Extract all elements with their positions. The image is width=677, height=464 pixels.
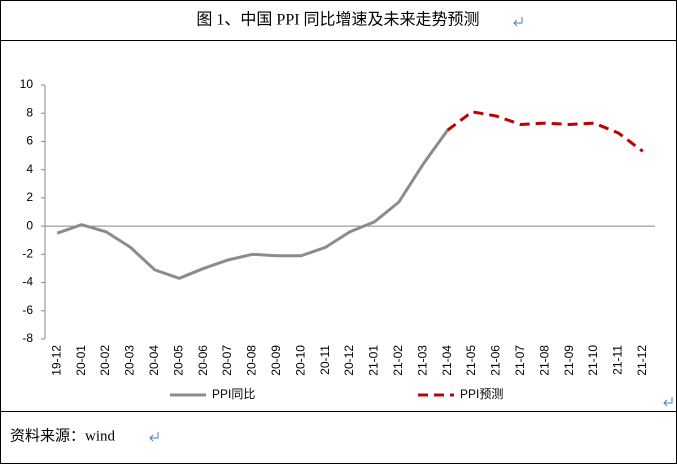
source: 资料来源：wind bbox=[10, 427, 116, 444]
y-tick-label: -2 bbox=[22, 247, 33, 261]
x-tick-label: 21-07 bbox=[513, 345, 527, 376]
return-mark bbox=[149, 432, 159, 442]
x-tick-label: 21-08 bbox=[537, 345, 551, 376]
x-tick-label: 20-10 bbox=[293, 345, 307, 376]
x-tick-label: 20-04 bbox=[147, 345, 161, 376]
x-tick-label: 20-02 bbox=[98, 345, 112, 376]
x-tick-label: 20-08 bbox=[245, 345, 259, 376]
y-tick-label: 8 bbox=[26, 105, 33, 119]
series-line bbox=[56, 129, 449, 280]
x-tick-label: 21-02 bbox=[391, 345, 405, 376]
x-tick-label: 20-06 bbox=[196, 345, 210, 376]
x-tick-label: 19-12 bbox=[49, 345, 63, 376]
x-tick-label: 21-03 bbox=[415, 345, 429, 376]
x-tick-label: 20-07 bbox=[220, 345, 234, 376]
x-tick-label: 20-03 bbox=[123, 345, 137, 376]
y-tick-label: 0 bbox=[26, 218, 33, 232]
y-tick-label: -6 bbox=[22, 303, 33, 317]
return-mark bbox=[663, 397, 673, 407]
legend-label: PPI同比 bbox=[212, 387, 255, 401]
series-line bbox=[446, 110, 644, 153]
x-tick-label: 21-11 bbox=[611, 345, 625, 375]
return-mark bbox=[513, 17, 523, 27]
x-tick-label: 21-06 bbox=[489, 345, 503, 376]
x-tick-label: 20-09 bbox=[269, 345, 283, 376]
x-tick-label: 21-09 bbox=[562, 345, 576, 376]
x-tick-label: 20-12 bbox=[342, 345, 356, 376]
x-tick-label: 21-05 bbox=[464, 345, 478, 376]
x-tick-label: 20-05 bbox=[171, 345, 185, 376]
chart-title: 图 1、中国 PPI 同比增速及未来走势预测 bbox=[196, 11, 479, 29]
y-tick-label: 10 bbox=[20, 77, 34, 91]
x-tick-label: 20-11 bbox=[318, 345, 332, 375]
x-tick-label: 21-12 bbox=[635, 345, 649, 376]
x-tick-label: 21-04 bbox=[440, 345, 454, 376]
y-tick-label: 4 bbox=[26, 162, 33, 176]
y-tick-label: 6 bbox=[26, 134, 33, 148]
y-tick-label: -4 bbox=[22, 275, 33, 289]
y-tick-label: -8 bbox=[22, 331, 33, 345]
y-tick-label: 2 bbox=[26, 190, 33, 204]
x-tick-label: 21-01 bbox=[367, 345, 381, 376]
x-tick-label: 20-01 bbox=[74, 345, 88, 376]
legend-label: PPI预测 bbox=[460, 387, 503, 401]
x-tick-label: 21-10 bbox=[586, 345, 600, 376]
